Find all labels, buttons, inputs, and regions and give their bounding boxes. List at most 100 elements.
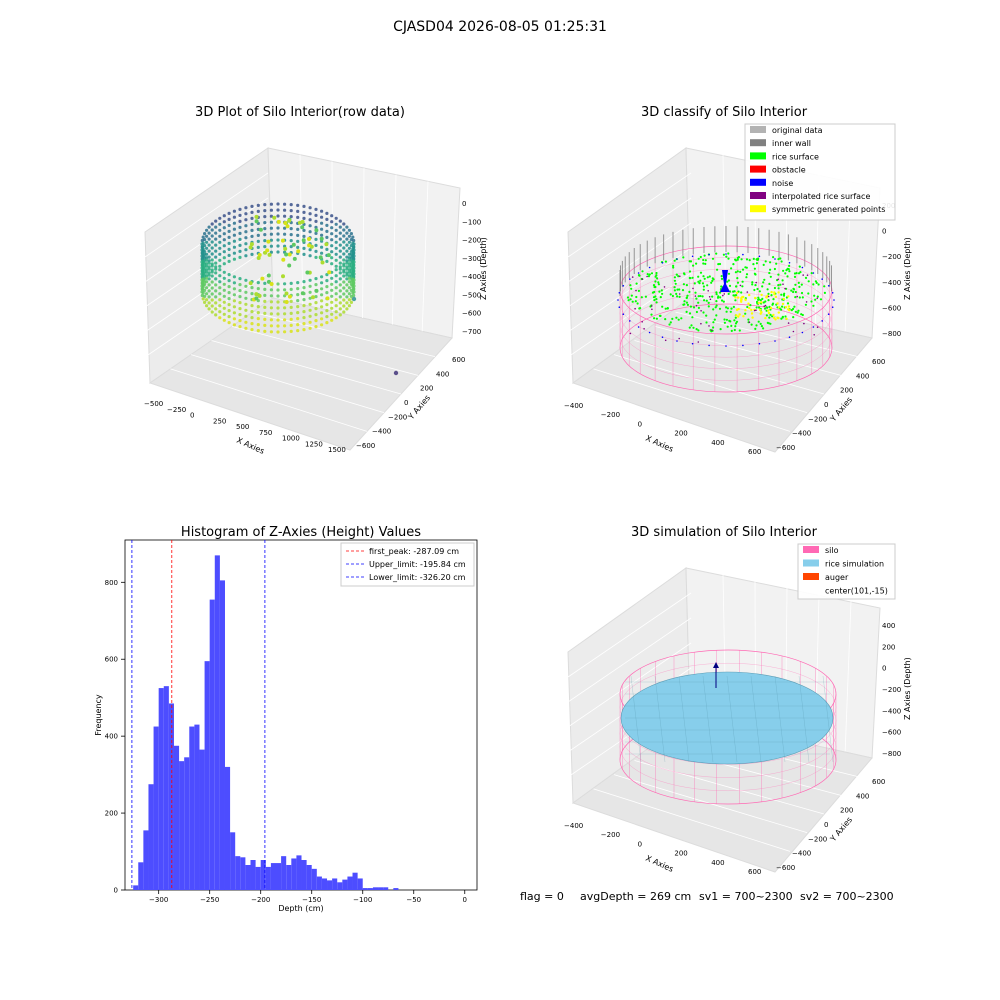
rice-surface-point <box>706 284 709 287</box>
reference-lines <box>131 540 266 890</box>
data-point <box>345 243 349 247</box>
data-point <box>269 306 273 310</box>
data-point <box>351 253 355 257</box>
rice-surface-point <box>722 300 725 303</box>
rice-surface-point <box>653 299 656 302</box>
data-point <box>250 216 254 220</box>
rice-surface-point <box>713 318 716 321</box>
data-point <box>314 243 318 247</box>
rice-surface-point <box>720 299 724 302</box>
data-point <box>203 274 207 278</box>
data-point <box>338 289 342 293</box>
histogram-bar <box>219 580 225 890</box>
data-point <box>302 328 306 332</box>
y-tick-label: 200 <box>840 387 853 395</box>
data-point <box>320 287 324 291</box>
rice-surface-point <box>772 256 775 259</box>
interpolated-point <box>646 275 648 278</box>
data-point <box>307 243 312 248</box>
data-point <box>227 235 231 239</box>
data-point <box>338 277 342 281</box>
data-point <box>214 255 218 259</box>
rice-surface-point <box>718 307 722 310</box>
symmetric-point <box>760 301 763 304</box>
rice-surface-point <box>752 263 755 266</box>
rice-surface-point <box>792 290 795 294</box>
rice-surface-point <box>697 280 700 283</box>
data-point <box>203 262 207 266</box>
noise-point <box>774 340 776 342</box>
symmetric-point <box>737 307 740 311</box>
interpolated-point <box>803 322 805 325</box>
data-point <box>244 326 248 330</box>
rice-surface-point <box>699 279 702 282</box>
rice-surface-point <box>688 270 692 273</box>
rice-surface-point <box>675 292 678 295</box>
rice-surface-point <box>777 284 780 287</box>
data-point <box>302 210 306 214</box>
data-point <box>210 264 214 268</box>
y-axis-label: Y Axies <box>828 395 854 424</box>
interpolated-point <box>700 322 702 325</box>
rice-surface-point <box>798 296 801 299</box>
interpolated-point <box>663 286 666 288</box>
data-point <box>227 223 231 227</box>
noise-point <box>618 292 621 294</box>
grid-line <box>391 174 397 325</box>
legend-swatch <box>803 546 819 553</box>
rice-surface-point <box>786 267 789 270</box>
histogram-bar <box>163 686 169 890</box>
rice-surface-point <box>734 316 737 319</box>
data-point <box>207 283 211 287</box>
noise-point <box>661 336 664 339</box>
data-point <box>330 312 334 316</box>
data-point <box>263 299 267 303</box>
rice-surface-point <box>812 283 815 286</box>
rice-surface-point <box>769 275 772 278</box>
interpolated-point <box>709 298 712 301</box>
symmetric-point <box>758 308 762 312</box>
data-point <box>276 288 280 292</box>
interpolated-point <box>748 321 751 324</box>
data-point <box>232 293 236 297</box>
data-point <box>283 232 287 236</box>
data-point <box>334 298 338 302</box>
rice-surface-point <box>814 280 818 283</box>
interpolated-point <box>739 284 742 287</box>
data-point <box>325 235 329 239</box>
rice-surface-point <box>719 296 722 299</box>
symmetric-point <box>777 291 780 294</box>
panel-3d-classify: 3D classify of Silo Interior −400 −200 0 20… <box>564 105 912 456</box>
data-point <box>342 258 346 262</box>
data-point <box>269 244 273 248</box>
legend-label: center(101,-15) <box>825 587 888 596</box>
data-point <box>334 264 338 268</box>
rice-surface-point <box>788 270 791 273</box>
data-point <box>269 220 273 224</box>
rice-surface-point <box>772 298 775 301</box>
data-point <box>283 246 288 251</box>
rice-surface-point <box>784 315 787 318</box>
rice-surface-point <box>814 298 817 301</box>
histogram-bar <box>230 832 236 890</box>
data-point <box>302 204 306 208</box>
legend-label: Lower_limit: -326.20 cm <box>369 573 466 582</box>
data-point <box>250 252 254 256</box>
z-tick-label: 200 <box>882 643 895 651</box>
noise-point <box>801 266 804 269</box>
rice-surface-point <box>784 272 787 275</box>
grid-line <box>144 197 269 283</box>
data-point <box>345 237 349 241</box>
symmetric-point <box>735 314 738 317</box>
rice-surface-point <box>636 302 639 305</box>
data-point <box>314 307 318 311</box>
data-point <box>227 229 231 233</box>
panel-3d-classify-title: 3D classify of Silo Interior <box>641 105 808 120</box>
legend-swatch <box>750 165 766 173</box>
symmetric-point <box>767 309 770 312</box>
symmetric-point <box>782 297 785 301</box>
data-point <box>302 286 306 290</box>
histogram-bar <box>316 876 322 890</box>
rice-surface-point <box>686 294 689 297</box>
rice-surface-point <box>757 320 760 323</box>
